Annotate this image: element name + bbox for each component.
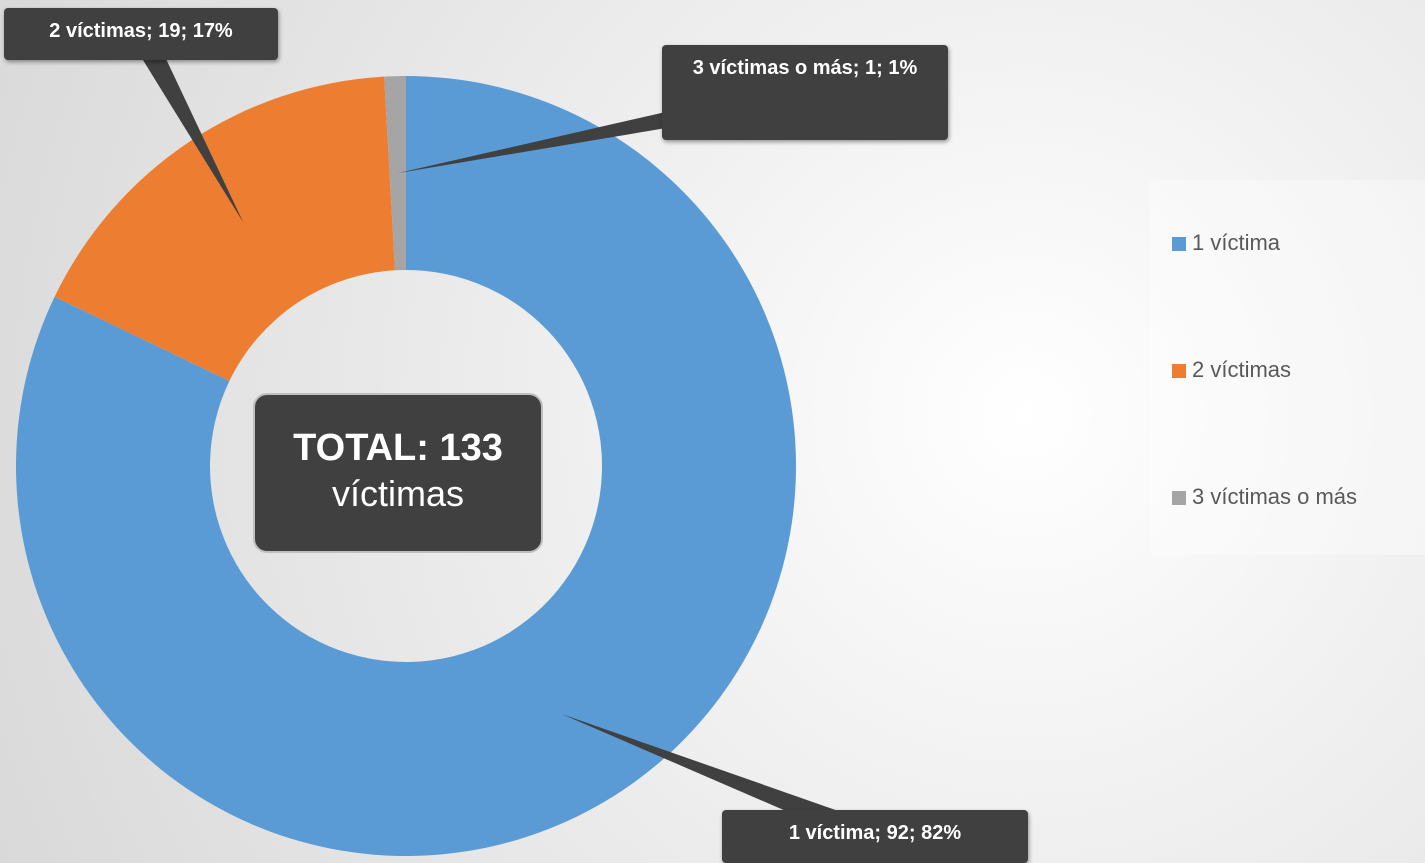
legend-label: 3 víctimas o más: [1192, 484, 1358, 509]
center-label: TOTAL: 133 víctimas: [253, 393, 543, 553]
donut-slice: [16, 76, 796, 856]
data-label: 3 víctimas o más; 1; 1%: [662, 45, 948, 140]
legend-label: 1 víctima: [1192, 230, 1281, 255]
donut-slice: [54, 76, 396, 381]
legend-swatch: [1172, 491, 1186, 505]
legend-item: 1 víctima: [1172, 231, 1280, 255]
legend-item: 3 víctimas o más: [1172, 485, 1357, 509]
legend-item: 2 víctimas: [1172, 358, 1291, 382]
legend-swatch: [1172, 237, 1186, 251]
legend-label: 2 víctimas: [1192, 357, 1292, 382]
center-title: TOTAL: 133: [293, 427, 503, 469]
data-label: 1 víctima; 92; 82%: [722, 810, 1028, 863]
legend-swatch: [1172, 364, 1186, 378]
legend: 1 víctima 2 víctimas 3 víctimas o más: [1150, 180, 1425, 555]
data-label: 2 víctimas; 19; 17%: [4, 8, 278, 60]
donut-slice: [384, 76, 406, 271]
center-subtitle: víctimas: [331, 473, 464, 514]
callout-pointer: [130, 28, 244, 223]
